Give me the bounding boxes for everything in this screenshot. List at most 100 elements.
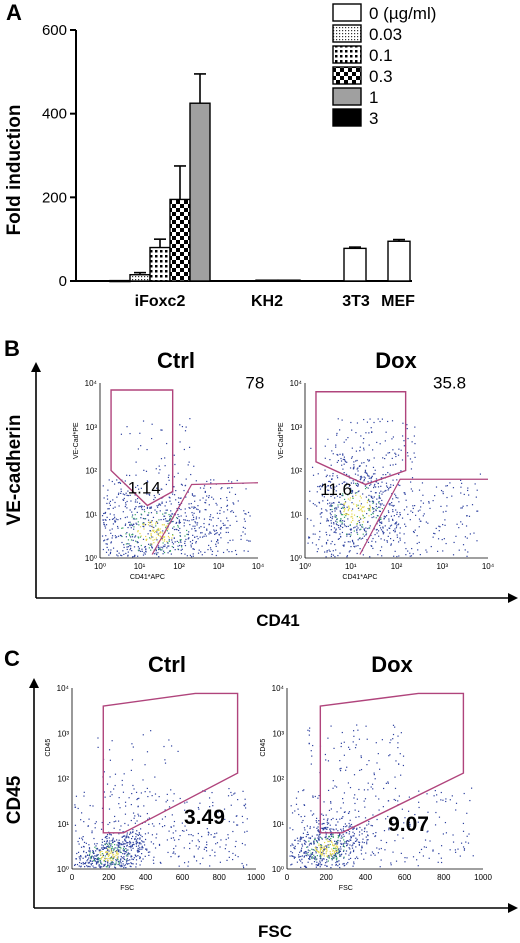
facs-dot xyxy=(119,807,121,809)
facs-dot xyxy=(130,769,132,771)
facs-dot xyxy=(126,546,128,548)
facs-dot xyxy=(419,851,421,854)
facs-dot xyxy=(420,848,423,851)
facs-dot xyxy=(394,799,397,801)
facs-dot xyxy=(381,493,383,495)
facs-dot xyxy=(82,835,84,838)
facs-dot xyxy=(180,541,182,543)
facs-dot xyxy=(340,460,343,462)
facs-dot xyxy=(342,507,344,509)
facs-dot xyxy=(122,493,124,495)
facs-dot xyxy=(375,795,377,797)
facs-dot xyxy=(152,526,154,529)
facs-dot xyxy=(133,546,136,548)
facs-dot xyxy=(159,510,161,512)
facs-dot xyxy=(132,523,135,526)
facs-dot xyxy=(170,510,172,512)
facs-dot xyxy=(194,530,196,532)
facs-dot xyxy=(179,835,181,837)
facs-dot xyxy=(404,523,406,525)
facs-dot xyxy=(379,518,381,521)
facs-dot xyxy=(321,859,323,861)
facs-dot xyxy=(140,792,142,794)
facs-dot xyxy=(120,864,122,866)
facs-dot xyxy=(353,833,356,835)
facs-dot xyxy=(356,827,358,829)
facs-dot xyxy=(197,505,199,507)
facs-dot xyxy=(217,539,219,542)
facs-dot xyxy=(374,473,376,475)
facs-dot xyxy=(132,539,134,542)
facs-dot xyxy=(130,545,132,547)
category-label: MEF xyxy=(381,293,415,310)
facs-dot xyxy=(358,500,361,502)
facs-dot xyxy=(196,508,198,510)
facs-dot xyxy=(350,421,352,424)
facs-dot xyxy=(166,542,169,544)
facs-dot xyxy=(368,507,370,510)
facs-dot xyxy=(96,848,98,850)
facs-dot xyxy=(129,494,131,496)
facs-dot xyxy=(382,457,384,459)
facs-dot xyxy=(384,525,386,527)
facs-dot xyxy=(392,733,395,736)
facs-dot xyxy=(113,854,115,856)
facs-dot xyxy=(159,532,162,534)
facs-dot xyxy=(352,850,355,853)
facs-dot xyxy=(337,538,339,540)
facs-dot xyxy=(300,849,302,851)
facs-dot xyxy=(368,527,370,529)
facs-dot xyxy=(333,854,335,856)
facs-dot xyxy=(358,788,360,791)
facs-dot xyxy=(168,739,170,741)
facs-dot xyxy=(317,548,319,550)
facs-dot xyxy=(357,857,359,860)
facs-dot xyxy=(358,465,361,467)
facs-dot xyxy=(145,548,147,551)
facs-dot xyxy=(179,544,181,547)
category-label: KH2 xyxy=(251,293,283,310)
facs-dot xyxy=(225,838,227,841)
facs-dot xyxy=(321,847,324,849)
facs-dot xyxy=(107,508,109,510)
facs-dot xyxy=(392,509,394,511)
facs-dot xyxy=(388,520,390,522)
facs-dot xyxy=(126,834,128,836)
facs-dot xyxy=(375,492,377,494)
facs-dot xyxy=(369,508,371,510)
facs-dot xyxy=(113,850,115,852)
facs-dot xyxy=(199,510,201,512)
facs-dot xyxy=(160,536,162,538)
facs-dot xyxy=(399,537,401,539)
facs-dot xyxy=(128,543,130,545)
facs-dot xyxy=(115,863,117,865)
facs-dot xyxy=(126,548,128,551)
facs-dot xyxy=(349,535,351,538)
facs-dot xyxy=(368,444,370,446)
facs-dot xyxy=(375,517,377,519)
facs-dot xyxy=(342,520,344,522)
facs-dot xyxy=(197,832,199,835)
facs-dot xyxy=(445,510,447,512)
facs-x-tick: 400 xyxy=(139,873,153,882)
facs-dot xyxy=(360,508,363,510)
facs-dot xyxy=(329,505,331,507)
facs-x-tick: 0 xyxy=(70,873,75,882)
facs-dot xyxy=(127,855,129,857)
facs-dot xyxy=(354,526,356,528)
facs-dot xyxy=(95,866,97,869)
facs-dot xyxy=(117,843,119,845)
facs-dot xyxy=(168,550,171,552)
facs-dot xyxy=(183,847,185,849)
facs-dot xyxy=(295,803,298,805)
facs-dot xyxy=(125,866,127,869)
facs-dot xyxy=(105,861,107,863)
facs-dot xyxy=(381,418,383,420)
facs-dot xyxy=(363,449,365,451)
facs-dot xyxy=(307,729,309,731)
facs-dot xyxy=(167,545,169,547)
facs-dot xyxy=(247,550,249,552)
facs-dot xyxy=(74,824,77,826)
facs-dot xyxy=(233,503,235,505)
facs-dot xyxy=(130,500,132,502)
